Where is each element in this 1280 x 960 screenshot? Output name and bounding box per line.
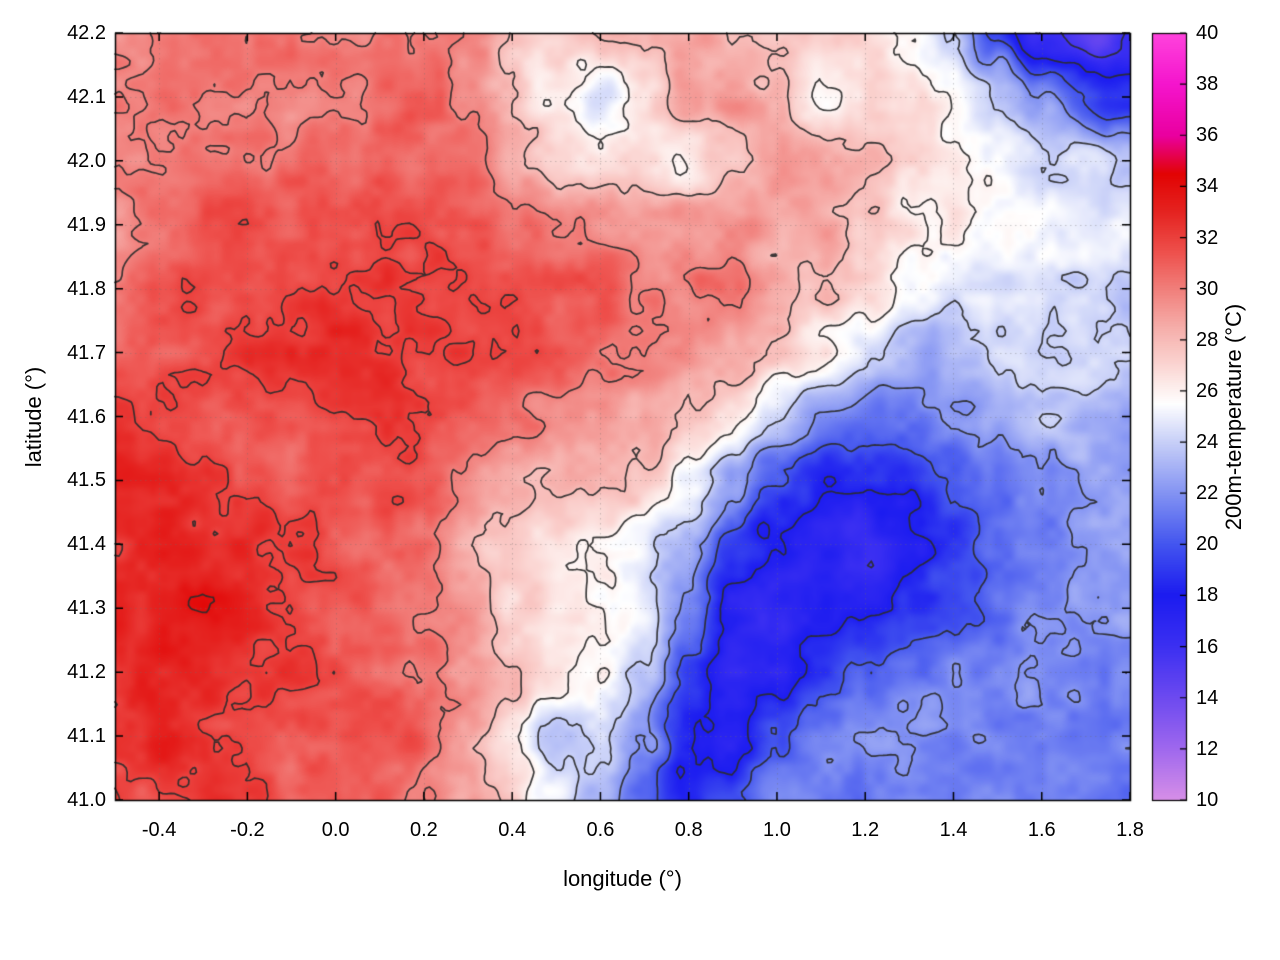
y-tick-label: 41.5	[67, 469, 106, 492]
colorbar-tick-label: 38	[1196, 73, 1219, 96]
x-tick-label: 1.6	[1027, 819, 1056, 841]
y-tick-label: 41.4	[67, 533, 106, 556]
y-tick-label: 42.2	[67, 22, 106, 44]
colorbar-tick-label: 20	[1196, 533, 1219, 556]
y-tick-label: 41.3	[67, 597, 106, 620]
y-tick-label: 42.1	[67, 85, 106, 108]
y-tick-label: 41.1	[67, 725, 106, 748]
colorbar-tick-label: 32	[1196, 226, 1219, 249]
x-tick-label: 1.2	[851, 819, 880, 841]
colorbar-tick-label: 40	[1196, 22, 1219, 44]
colorbar-tick-label: 18	[1196, 584, 1219, 607]
y-tick-label: 41.2	[67, 661, 106, 684]
x-tick-label: -0.4	[141, 819, 177, 841]
x-tick-label: 0.2	[410, 819, 438, 841]
colorbar-tick-label: 24	[1196, 431, 1219, 454]
x-tick-label: 0.0	[321, 819, 350, 841]
colorbar-tick-label: 30	[1196, 277, 1219, 300]
colorbar-tick-label: 14	[1196, 686, 1219, 709]
colorbar-tick-label: 12	[1196, 737, 1219, 760]
colorbar-tick-label: 26	[1196, 379, 1219, 402]
colorbar-label: 200m-temperature (°C)	[1221, 303, 1246, 531]
x-tick-label: 0.6	[586, 819, 615, 841]
y-tick-label: 42.0	[67, 149, 106, 172]
colorbar-tick-label: 22	[1196, 482, 1219, 505]
x-tick-label: 0.4	[498, 819, 527, 841]
x-tick-label: 1.8	[1116, 819, 1144, 841]
x-tick-label: 1.0	[763, 819, 791, 841]
y-tick-label: 41.8	[67, 277, 106, 300]
colorbar-tick-label: 36	[1196, 124, 1219, 147]
y-tick-label: 41.6	[67, 405, 106, 428]
x-axis-label: longitude (°)	[563, 866, 682, 891]
colorbar-tick-label: 28	[1196, 328, 1219, 351]
colorbar-tick-label: 10	[1196, 789, 1219, 811]
y-tick-label: 41.0	[67, 789, 106, 811]
x-tick-label: 1.4	[939, 819, 968, 841]
colorbar-tick-label: 34	[1196, 175, 1219, 198]
y-tick-label: 41.9	[67, 213, 106, 236]
y-tick-label: 41.7	[67, 341, 106, 364]
colorbar-tick-label: 16	[1196, 635, 1219, 658]
x-tick-label: 0.8	[674, 819, 703, 841]
x-tick-label: -0.2	[230, 819, 265, 841]
